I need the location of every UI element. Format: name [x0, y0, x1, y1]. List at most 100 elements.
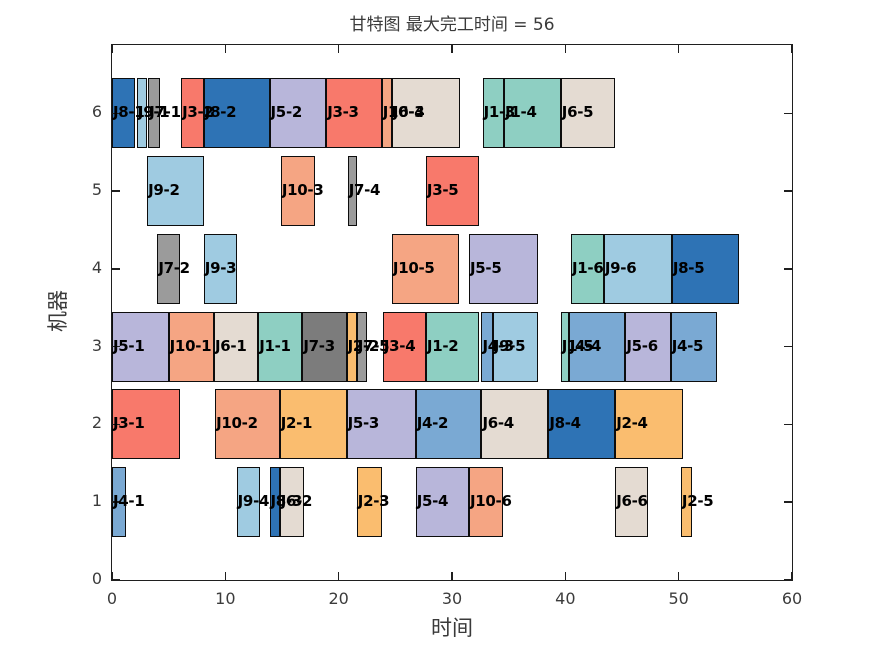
gantt-bar-label-J9-4: J9-4	[237, 492, 270, 511]
gantt-bar-J10-2	[215, 389, 280, 460]
gantt-bar-J10-3	[280, 156, 315, 227]
y-tick	[784, 345, 792, 348]
x-tick	[224, 45, 227, 53]
gantt-bar-J10-6	[469, 467, 503, 538]
x-tick	[564, 45, 567, 53]
y-tick	[784, 501, 792, 503]
gantt-bar-J4-2	[415, 389, 482, 460]
gantt-bar-J7-3	[302, 311, 347, 382]
y-tick-label: 6	[91, 102, 102, 122]
gantt-bar-J5-1	[112, 311, 169, 382]
gantt-bar-label-J7-4: J7-4	[348, 181, 381, 200]
gantt-bar-J2-2	[346, 311, 357, 382]
gantt-bar-J9-6	[603, 233, 672, 304]
gantt-bar-J8-3	[269, 467, 280, 538]
gantt-bar-label-J4-2: J4-2	[416, 414, 449, 433]
gantt-bar-label-J5-5: J5-5	[470, 259, 502, 278]
x-tick-label: 50	[668, 589, 689, 608]
gantt-bar-J8-4	[548, 389, 616, 460]
gantt-bar-label-J9-2: J9-2	[148, 181, 180, 200]
gantt-bar-label-J10-6: J10-6	[470, 492, 512, 511]
bar-labels-layer: J8-1 J9-1 J7-1 J3-2 J8-2 J5-2 J3-3 J10-4 J6-3 J1-…	[112, 45, 792, 580]
gantt-bar-label-J10-5: J10-5	[392, 259, 435, 278]
gantt-bar-label-J5-3: J5-3	[347, 414, 380, 433]
gantt-bar-J9-4	[236, 467, 261, 538]
gantt-bar-J2-3	[356, 467, 382, 538]
chart-title: 甘特图 最大完工时间 = 56	[349, 15, 555, 35]
gantt-bar-label-J2-3: J2-3	[357, 492, 390, 511]
gantt-bar-label-J4-4: J4-4	[569, 336, 602, 355]
gantt-bar-label-J6-2: J6-2	[280, 492, 313, 511]
gantt-bar-J6-4	[481, 389, 549, 460]
gantt-bar-label-J4-1: J4-1	[113, 492, 145, 511]
gantt-bar-J4-3	[481, 311, 493, 382]
y-tick	[112, 345, 120, 348]
y-tick	[112, 268, 120, 270]
x-tick	[224, 572, 227, 580]
gantt-bar-J6-1	[214, 311, 259, 382]
gantt-bar-J1-5	[560, 311, 569, 382]
gantt-bar-label-J1-3: J1-3	[483, 103, 516, 122]
y-tick-label: 3	[91, 335, 102, 355]
gantt-bar-label-J9-6: J9-6	[604, 259, 637, 278]
gantt-bar-J1-3	[482, 78, 505, 149]
gantt-bar-label-J8-4: J8-4	[549, 414, 581, 433]
gantt-bar-label-J6-5: J6-5	[561, 103, 594, 122]
y-tick	[112, 190, 120, 192]
y-tick-label: 0	[91, 569, 102, 588]
gantt-bar-label-J6-6: J6-6	[616, 492, 648, 511]
y-tick-label: 5	[91, 180, 102, 200]
gantt-bar-label-J5-4: J5-4	[416, 492, 449, 511]
x-tick	[451, 572, 453, 580]
gantt-bar-J5-6	[625, 311, 671, 382]
x-tick-label: 10	[215, 589, 236, 608]
gantt-bar-J6-6	[615, 467, 649, 538]
y-tick	[784, 423, 792, 426]
gantt-bar-J2-1	[279, 389, 347, 460]
x-tick	[677, 572, 680, 580]
y-tick	[784, 268, 792, 270]
x-axis-label: 时间	[431, 616, 473, 640]
gantt-bar-label-J8-5: J8-5	[672, 259, 705, 278]
gantt-bar-J4-4	[568, 311, 626, 382]
gantt-bar-label-J1-5: J1-5	[561, 336, 594, 355]
gantt-bar-label-J3-4: J3-4	[383, 336, 416, 355]
y-tick	[112, 579, 120, 581]
x-tick-label: 60	[781, 589, 803, 608]
gantt-bar-label-J5-1: J5-1	[113, 336, 145, 355]
x-tick	[337, 45, 340, 53]
gantt-bar-label-J8-1: J8-1	[113, 103, 145, 122]
axis-ticks-layer	[111, 45, 793, 581]
gantt-bar-label-J9-3: J9-3	[204, 259, 237, 278]
gantt-bar-label-J9-5: J9-5	[493, 336, 526, 355]
gantt-bar-label-J2-1: J2-1	[280, 414, 313, 433]
gantt-bar-label-J1-2: J1-2	[426, 336, 459, 355]
gantt-bar-J6-2	[279, 467, 304, 538]
gantt-bar-J3-2	[181, 78, 204, 149]
gantt-bar-label-J7-3: J7-3	[303, 336, 335, 355]
gantt-bar-label-J8-2: J8-2	[204, 103, 237, 122]
gantt-bar-J7-2	[157, 233, 180, 304]
gantt-bar-J5-2	[269, 78, 327, 149]
gantt-bar-label-J4-3: J4-3	[482, 336, 514, 355]
gantt-bar-label-J10-2: J10-2	[216, 414, 258, 433]
gantt-bar-label-J5-6: J5-6	[626, 336, 658, 355]
bars-layer	[112, 45, 792, 580]
x-tick-label: 20	[328, 589, 349, 608]
gantt-bar-label-J1-6: J1-6	[572, 259, 604, 278]
gantt-bar-J5-5	[469, 233, 539, 304]
gantt-bar-label-J6-4: J6-4	[482, 414, 514, 433]
gantt-bar-J8-5	[671, 233, 739, 304]
gantt-bar-J7-1	[148, 78, 160, 149]
gantt-bar-J6-5	[560, 78, 616, 149]
gantt-bar-J3-4	[382, 311, 426, 382]
gantt-bar-label-J7-2: J7-2	[158, 259, 190, 278]
gantt-bar-label-J6-3: J6-3	[392, 103, 425, 122]
x-tick-label: 30	[441, 589, 463, 608]
x-tick	[111, 45, 113, 53]
gantt-bar-label-J9-1: J9-1	[137, 103, 170, 122]
y-tick	[112, 423, 120, 426]
gantt-bar-label-J8-3: J8-3	[270, 492, 303, 511]
gantt-bar-J2-5	[680, 467, 693, 538]
